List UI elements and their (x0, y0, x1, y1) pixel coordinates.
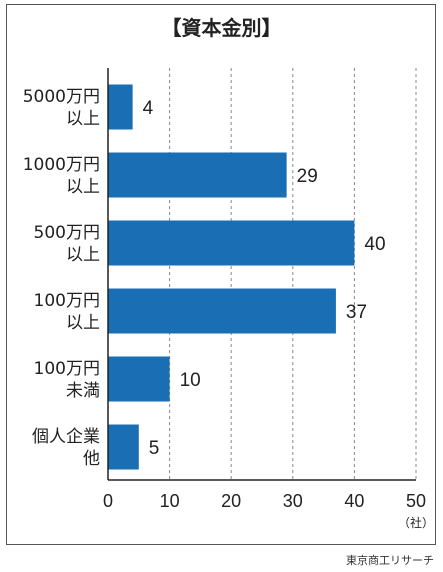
category-label-5-0: 個人企業 (32, 427, 100, 447)
category-label-2-1: 以上 (66, 245, 100, 265)
bar-4 (108, 356, 170, 402)
bar-0 (108, 84, 133, 130)
bar-chart: 45000万円以上291000万円以上40500万円以上37100万円以上101… (23, 68, 434, 530)
category-label-1-0: 1000万円 (23, 155, 100, 175)
value-label-5: 5 (149, 438, 160, 459)
value-label-0: 4 (143, 98, 154, 119)
x-tick-label-40: 40 (344, 491, 364, 511)
x-tick-label-20: 20 (221, 491, 241, 511)
value-label-2: 40 (364, 234, 385, 255)
chart-title: 【資本金別】 (161, 16, 282, 40)
category-label-4-1: 未満 (66, 381, 100, 401)
x-tick-label-0: 0 (103, 491, 113, 511)
category-label-0-1: 以上 (66, 109, 100, 129)
x-tick-label-30: 30 (283, 491, 303, 511)
bar-1 (108, 152, 287, 198)
bar-5 (108, 424, 139, 470)
category-label-1-1: 以上 (66, 177, 100, 197)
category-label-2-0: 500万円 (34, 223, 100, 243)
value-label-4: 10 (180, 370, 201, 391)
chart-frame (6, 4, 436, 545)
source-credit: 東京商工リサーチ (346, 554, 434, 567)
category-label-0-0: 5000万円 (23, 87, 100, 107)
bar-3 (108, 288, 336, 334)
category-label-5-1: 他 (83, 449, 100, 469)
x-tick-label-50: 50 (406, 491, 426, 511)
category-label-4-0: 100万円 (34, 359, 100, 379)
bar-2 (108, 220, 355, 266)
category-label-3-0: 100万円 (34, 291, 100, 311)
value-label-1: 29 (297, 166, 318, 187)
category-label-3-1: 以上 (66, 313, 100, 333)
x-tick-label-10: 10 (160, 491, 180, 511)
value-label-3: 37 (346, 302, 367, 323)
x-axis-unit: （社） (398, 515, 434, 530)
